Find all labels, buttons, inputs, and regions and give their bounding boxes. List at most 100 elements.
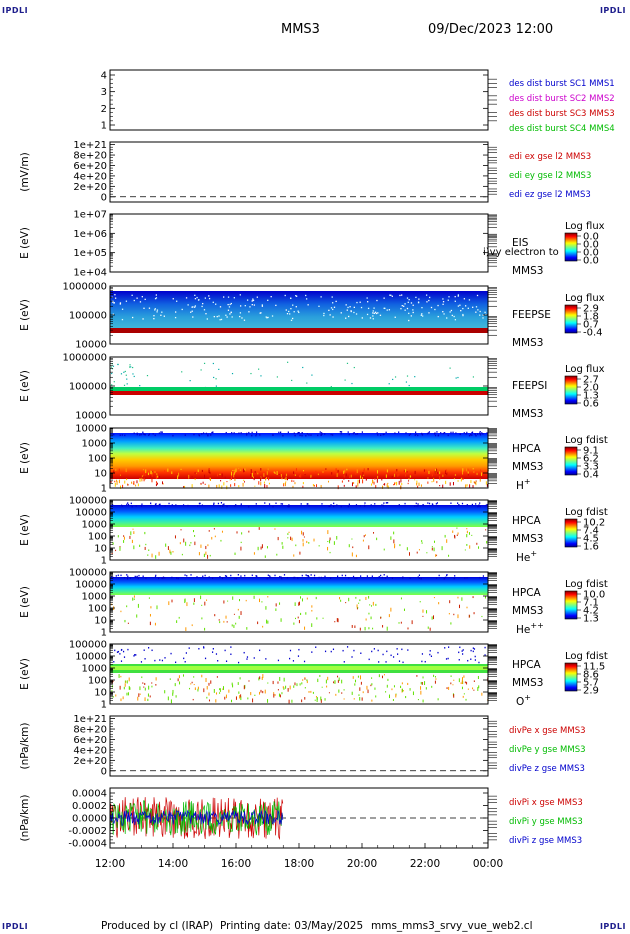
divpe-ylabel: (nPa/km): [19, 723, 31, 770]
feepse-noise-speckle: [111, 294, 487, 322]
instrument-name: HPCA: [512, 515, 542, 527]
edi-e-ytick-label: 4e+20: [73, 171, 107, 182]
hpca-o-core-band: [110, 666, 488, 670]
hpca-he-spectrogram-band: [110, 505, 488, 527]
panel-feeps-i: 1000000 100000 10000 E (eV) FEEPSI MMS3 Log fl…: [19, 353, 605, 422]
edi-e-ytick-label: 0: [101, 192, 107, 203]
edi-e-ytick-label: 1e+21: [73, 140, 107, 151]
hpca-o-ytick-label: 10000: [75, 652, 107, 663]
datetime-title: 09/Dec/2023 12:00: [428, 22, 554, 37]
divpi-ytick-label: 0.0004: [72, 789, 107, 800]
colorbar-gradient: [564, 304, 578, 334]
instrument-name: EIS: [512, 237, 529, 249]
feeps-e-ytick-label: 10000: [75, 340, 107, 351]
hpca-h-ytick-label: 10: [94, 469, 107, 480]
hpca-o-ytick-label: 1: [101, 700, 107, 711]
colorbar-gradient: [564, 518, 578, 548]
instrument-name: HPCA: [512, 659, 542, 671]
hpca-h-ytick-label: 1000: [82, 439, 107, 450]
colorbar-tick-label: 2.0: [583, 383, 599, 394]
divpi-ytick-label: -0.0004: [68, 839, 107, 850]
hpca-he-upper-speckle: [111, 502, 489, 508]
hpca-h-instrument-label: HPCA MMS3 H+: [512, 443, 543, 492]
hpca-hepp-ytick-label: 1000: [82, 592, 107, 603]
eis-frame: [109, 213, 489, 273]
colorbar-tick-label: 0.0: [583, 248, 599, 259]
hpca-hepp-ytick-label: 100: [88, 604, 107, 615]
colorbar-gradient: [564, 232, 578, 262]
colorbar-tick-label: 7.4: [583, 526, 599, 537]
edi-e-ylabel: (mV/m): [19, 152, 31, 191]
divpi-series-y: [110, 800, 284, 836]
divpe-ytick-label: 6e+20: [73, 735, 107, 746]
divpe-ytick-label: 0: [101, 766, 107, 777]
colorbar-title: Log fdist: [565, 651, 608, 662]
feepsi-green-band: [110, 387, 488, 391]
colorbar-gradient: [564, 662, 578, 692]
x-tick-label: 20:00: [347, 858, 377, 870]
divpi-ylabel: (nPa/km): [19, 795, 31, 842]
eis-instrument-label: EIS MMS3 i)vy electron to: [483, 237, 559, 277]
colorbar-tick-label: 1.8: [583, 312, 599, 323]
feeps-i-frame: [109, 356, 489, 416]
instrument-spacecraft: MMS3: [512, 677, 543, 689]
divpe-ytick-label: 1e+21: [73, 714, 107, 725]
hpca-h-y-ticks: 10000 1000 100 10 1: [75, 424, 488, 495]
colorbar-tick-label: 2.9: [583, 304, 599, 315]
hpca-he-minor-ticks: [110, 500, 497, 557]
species-name: H+: [516, 477, 531, 492]
hpca-o-ytick-label: 100: [88, 676, 107, 687]
hpca-hepp-ytick-label: 10: [94, 616, 107, 627]
hpca-he-ytick-label: 10000: [75, 508, 107, 519]
hpca-o-ytick-label: 1000: [82, 664, 107, 675]
divpe-ytick-label: 2e+20: [73, 756, 107, 767]
divpe-legend: divPe x gse MMS3 divPe y gse MMS3 divPe z …: [509, 726, 586, 774]
divpe-ytick-label: 8e+20: [73, 725, 107, 736]
colorbar-tick-label: 2.9: [583, 686, 599, 697]
x-tick-label: 00:00: [473, 858, 503, 870]
hpca-hepp-speckle: [111, 595, 486, 632]
hpca-he-ytick-label: 1: [101, 556, 107, 567]
colorbar-tick-label: 0.7: [583, 320, 599, 331]
instrument-name: FEEPSE: [512, 309, 551, 321]
hpca-o-upper-speckle: [113, 646, 486, 664]
colorbar-tick-label: 3.3: [583, 462, 599, 473]
legend-entry: des dist burst SC4 MMS4: [509, 124, 615, 134]
x-tick-label: 16:00: [221, 858, 251, 870]
hpca-hepp-upper-speckle: [111, 574, 485, 580]
divpe-frame: [109, 715, 489, 777]
hpca-o-speckle: [111, 674, 489, 704]
legend-entry: divPi y gse MMS3: [509, 817, 583, 827]
corner-label-bottom-left: IPDLI: [2, 922, 29, 931]
corner-label-top-left: IPDLI: [2, 6, 29, 15]
colorbar-tick-label: 5.7: [583, 678, 599, 689]
colorbar-title: Log fdist: [565, 507, 608, 518]
fgm-status-ytick-label: 4: [101, 71, 107, 82]
hpca-he-ytick-label: 100: [88, 532, 107, 543]
colorbar-tick-label: 0.0: [583, 232, 599, 243]
hpca-h-minor-ticks: [110, 428, 497, 484]
hpca-hepp-minor-ticks: [110, 572, 497, 629]
footer-produced-by: Produced by cl (IRAP): [101, 920, 214, 932]
footer-filename: mms_mms3_srvy_vue_web2.cl: [371, 920, 533, 932]
hpca-h-ytick-label: 100: [88, 454, 107, 465]
colorbar-title: Log flux: [565, 221, 605, 232]
fgm-status-legend: des dist burst SC1 MMS1 des dist burst SC…: [509, 79, 615, 134]
hpca-h-ytick-label: 10000: [75, 424, 107, 435]
divpi-series-z: [110, 809, 284, 826]
colorbar-gradient: [564, 446, 578, 476]
colorbar-title: Log fdist: [565, 435, 608, 446]
feeps-i-ylabel: E (eV): [19, 370, 31, 402]
instrument-name: HPCA: [512, 443, 542, 455]
species-name: He+: [516, 549, 537, 564]
colorbar-title: Log fdist: [565, 579, 608, 590]
